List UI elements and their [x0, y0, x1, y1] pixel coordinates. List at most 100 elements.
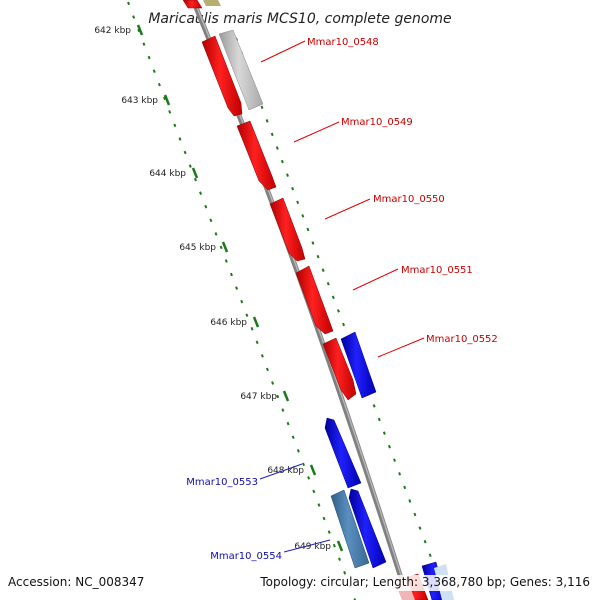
- feature-tick-dot: [423, 539, 427, 544]
- feature-tick-dot: [265, 119, 269, 123]
- kbp-tick-dot: [291, 435, 295, 439]
- kbp-tick-dot: [250, 326, 254, 331]
- kbp-tick-dot: [332, 543, 336, 548]
- kbp-tick-dot: [204, 204, 208, 209]
- feature-tick-dot: [326, 281, 330, 286]
- gene-arrow-mmar10-0548: [201, 35, 243, 117]
- gene-label[interactable]: Mmar10_0552: [426, 334, 498, 345]
- gene-leader-line: [324, 198, 371, 220]
- feature-tick-dot: [291, 186, 295, 191]
- kbp-tick-dot: [188, 164, 192, 168]
- kbp-major-tick: [163, 94, 171, 106]
- kbp-major-tick: [252, 316, 260, 328]
- kbp-tick-dot: [214, 232, 218, 236]
- kbp-major-tick: [136, 24, 144, 36]
- feature-tick-dot: [306, 227, 310, 232]
- feature-tick-dot: [413, 512, 417, 517]
- kbp-tick-dot: [255, 340, 259, 345]
- feature-tick-dot: [270, 132, 274, 137]
- gene-labels: Mmar10_0548 Mmar10_0549 Mmar10_0550 Mmar10_…: [186, 37, 498, 562]
- feature-tick-dot: [377, 417, 381, 422]
- kbp-tick-dot: [132, 15, 136, 19]
- kbp-tick-dot: [168, 110, 172, 114]
- kbp-tick-dot: [127, 1, 131, 6]
- kbp-tick-dot: [322, 516, 326, 521]
- kbp-tick-dot: [343, 571, 347, 575]
- feature-tick-dot: [408, 499, 412, 503]
- gene-label[interactable]: Mmar10_0554: [210, 551, 282, 562]
- gene-leader-line: [260, 40, 306, 63]
- feature-blocks: [182, 0, 454, 600]
- kbp-major-tick: [221, 241, 229, 253]
- topology-info: Topology: circular; Length: 3,368,780 bp…: [260, 575, 590, 591]
- feature-tick-dot: [336, 309, 340, 313]
- kbp-tick-dot: [173, 123, 177, 128]
- kbp-tick-dot: [260, 354, 264, 358]
- feature-cutoff-olive: [203, 0, 221, 6]
- kbp-tick-dot: [265, 367, 269, 372]
- kbp-tick-label: 644 kbp: [149, 169, 186, 179]
- gene-label[interactable]: Mmar10_0548: [307, 37, 379, 48]
- feature-tick-dot: [418, 526, 422, 530]
- gene-arrow-mmar10-0550: [269, 197, 306, 262]
- kbp-tick-dot: [338, 557, 341, 561]
- kbp-tick-dot: [327, 530, 331, 534]
- kbp-tick-dot: [147, 55, 151, 60]
- gene-label[interactable]: Mmar10_0549: [341, 117, 413, 128]
- feature-tick-dot: [321, 268, 325, 272]
- accession-info: Accession: NC_008347: [8, 575, 145, 591]
- kbp-labels: 642 kbp 643 kbp 644 kbp 645 kbp 646 kbp 647 k…: [94, 24, 344, 552]
- feature-tick-dot: [260, 105, 264, 110]
- gene-label[interactable]: Mmar10_0551: [401, 265, 473, 276]
- kbp-tick-label: 648 kbp: [267, 466, 304, 476]
- kbp-tick-dot: [317, 503, 321, 507]
- feature-tick-dot: [275, 146, 279, 150]
- kbp-tick-dot: [142, 42, 146, 46]
- kbp-tick-dot: [224, 259, 228, 263]
- feature-tick-dot: [280, 159, 284, 164]
- feature-grey-0548: [218, 29, 264, 111]
- feature-tick-dot: [398, 472, 402, 476]
- kbp-tick-dot: [229, 272, 233, 277]
- feature-tick-dot: [428, 553, 432, 558]
- feature-cutoff-red: [182, 0, 203, 9]
- kbp-tick-dot: [183, 150, 187, 155]
- kbp-tick-dot: [271, 381, 275, 385]
- gene-label[interactable]: Mmar10_0553: [186, 477, 258, 488]
- kbp-major-tick: [191, 167, 199, 179]
- kbp-tick-dot: [312, 489, 316, 494]
- kbp-tick-dot: [163, 96, 167, 101]
- feature-tick-dot: [342, 322, 346, 327]
- kbp-tick-dot: [152, 69, 156, 73]
- feature-tick-dot: [382, 431, 386, 435]
- kbp-tick-dot: [219, 245, 223, 250]
- kbp-tick-dot: [178, 137, 182, 141]
- gene-arrow-mmar10-0554: [348, 488, 387, 569]
- kbp-tick-dot: [209, 218, 213, 223]
- kbp-tick-label: 642 kbp: [94, 26, 131, 36]
- kbp-tick-dot: [286, 421, 290, 426]
- gene-leader-line: [352, 268, 399, 291]
- kbp-tick-dot: [296, 449, 300, 453]
- kbp-tick-label: 643 kbp: [121, 96, 158, 106]
- kbp-tick-dot: [281, 408, 285, 412]
- feature-tick-dot: [403, 485, 407, 490]
- feature-tick-dot: [387, 444, 391, 449]
- kbp-tick-dot: [307, 476, 311, 480]
- kbp-tick-label: 647 kbp: [240, 392, 277, 402]
- gene-label[interactable]: Mmar10_0550: [373, 194, 445, 205]
- kbp-tick-dot: [199, 191, 203, 195]
- gene-leader-line: [377, 337, 425, 358]
- gene-leader-line: [283, 539, 331, 553]
- gene-leader-line: [259, 463, 303, 480]
- kbp-tick-dot: [240, 299, 244, 304]
- kbp-tick-label: 649 kbp: [294, 542, 331, 552]
- feature-tick-dot: [372, 404, 376, 408]
- kbp-tick-label: 645 kbp: [179, 243, 216, 253]
- gene-arrow-mmar10-0549: [236, 120, 277, 191]
- kbp-tick-dot: [157, 82, 161, 87]
- genome-title: Maricaulis maris MCS10, complete genome: [148, 11, 451, 27]
- feature-steel-0554: [330, 489, 370, 569]
- kbp-tick-dot: [276, 394, 280, 399]
- feature-tick-dot: [316, 254, 320, 259]
